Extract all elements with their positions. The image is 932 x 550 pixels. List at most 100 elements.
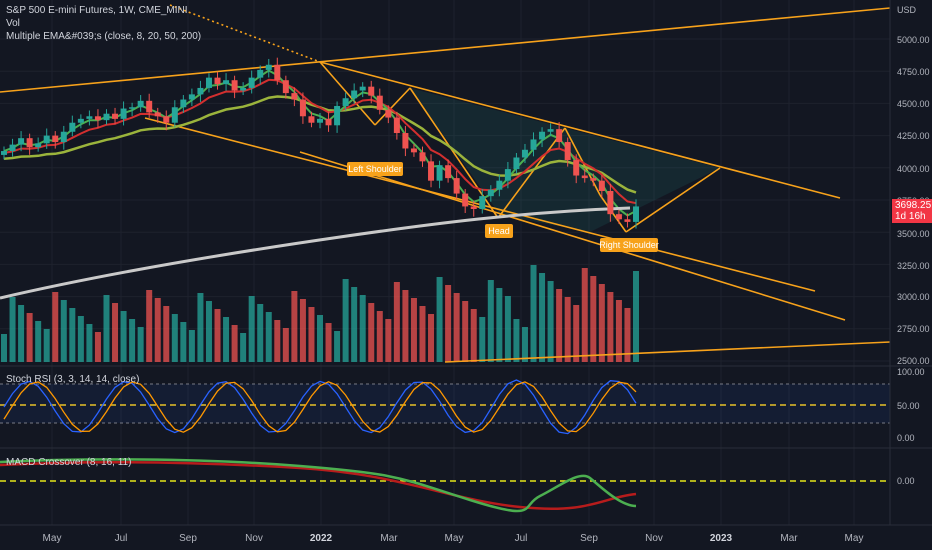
ema-200-line bbox=[0, 206, 631, 300]
candle-body bbox=[513, 157, 520, 170]
price-tick: 2750.00 bbox=[897, 324, 930, 334]
head-label: Head bbox=[488, 226, 510, 236]
price-tick: 2500.00 bbox=[897, 356, 930, 366]
last-price-value: 3698.25 bbox=[895, 200, 932, 211]
candle-body bbox=[539, 131, 546, 140]
candle-body bbox=[257, 69, 264, 78]
head-annotation[interactable]: Head bbox=[485, 224, 513, 238]
candle-body bbox=[60, 131, 67, 143]
volume-bar bbox=[530, 265, 537, 362]
candle-body bbox=[624, 219, 631, 222]
volume-bar bbox=[598, 284, 605, 362]
candle-body bbox=[223, 80, 230, 85]
volume-bar bbox=[52, 292, 59, 362]
candle-body bbox=[436, 165, 443, 181]
time-label: Mar bbox=[380, 533, 398, 544]
candle-body bbox=[86, 116, 93, 119]
volume-bar bbox=[205, 301, 212, 362]
macd-tick: 0.00 bbox=[897, 476, 915, 486]
candle-body bbox=[521, 149, 528, 158]
price-tick: 4000.00 bbox=[897, 164, 930, 174]
candle-body bbox=[43, 135, 50, 144]
candle-body bbox=[282, 80, 289, 94]
candle-body bbox=[462, 193, 469, 207]
volume-bar bbox=[487, 280, 494, 362]
candle-body bbox=[590, 178, 597, 181]
volume-bar bbox=[112, 303, 119, 362]
volume-bar bbox=[154, 298, 161, 362]
candle-body bbox=[633, 206, 639, 222]
volume-bar bbox=[410, 298, 417, 362]
time-label: May bbox=[845, 533, 864, 544]
macd-label[interactable]: MACD Crossover (8, 16, 11) bbox=[6, 457, 132, 468]
candle-body bbox=[445, 165, 452, 179]
axes bbox=[0, 0, 932, 526]
vol-indicator-label[interactable]: Vol bbox=[6, 18, 20, 29]
volume-bar bbox=[265, 312, 272, 362]
candle-body bbox=[368, 86, 375, 96]
last-price-badge: 3698.25 1d 16h bbox=[892, 199, 932, 223]
price-tick: 4250.00 bbox=[897, 131, 930, 141]
volume-bar bbox=[385, 319, 392, 362]
candle-body bbox=[470, 206, 477, 210]
volume-bar bbox=[26, 313, 33, 362]
macd-fast-line bbox=[0, 458, 637, 513]
candle-body bbox=[564, 142, 571, 161]
price-tick: 5000.00 bbox=[897, 35, 930, 45]
candle-body bbox=[359, 86, 366, 91]
volume-bar bbox=[556, 289, 563, 362]
time-label-year: 2023 bbox=[710, 533, 733, 544]
candle-body bbox=[120, 108, 127, 119]
volume-bar bbox=[308, 307, 315, 362]
candle-body bbox=[308, 116, 315, 123]
candle-body bbox=[547, 129, 554, 132]
price-tick: 4750.00 bbox=[897, 67, 930, 77]
time-label: Jul bbox=[515, 533, 528, 544]
candle-body bbox=[188, 94, 195, 100]
candle-body bbox=[393, 117, 400, 134]
stoch-d-line bbox=[3, 381, 637, 433]
volume-bar bbox=[18, 305, 25, 362]
right-shoulder-leg bbox=[625, 167, 721, 233]
volume-bar bbox=[607, 292, 614, 362]
volume-bar bbox=[419, 306, 426, 362]
candle-body bbox=[231, 80, 238, 91]
volume-bar bbox=[504, 296, 511, 362]
ema-indicator-label[interactable]: Multiple EMA&#039;s (close, 8, 20, 50, 2… bbox=[6, 31, 202, 42]
volume-bar bbox=[428, 314, 435, 362]
candlesticks bbox=[1, 57, 639, 229]
candle-body bbox=[69, 122, 76, 132]
candle-body bbox=[26, 138, 33, 148]
trendlines[interactable] bbox=[0, 4, 891, 363]
volume-bar bbox=[325, 323, 332, 362]
candle-body bbox=[410, 148, 417, 153]
left-shoulder-annotation[interactable]: Left Shoulder bbox=[347, 162, 403, 176]
right-shoulder-annotation[interactable]: Right Shoulder bbox=[599, 238, 659, 252]
volume-bar bbox=[368, 303, 375, 362]
candle-body bbox=[103, 113, 110, 121]
volume-bar bbox=[129, 319, 136, 362]
symbol-title[interactable]: S&P 500 E-mini Futures, 1W, CME_MINI bbox=[6, 5, 188, 16]
stoch-tick: 100.00 bbox=[897, 367, 925, 377]
volume-bar bbox=[103, 295, 110, 362]
price-tick: 4500.00 bbox=[897, 99, 930, 109]
volume-bar bbox=[197, 293, 204, 362]
candle-body bbox=[419, 152, 426, 162]
volume-bar bbox=[35, 321, 42, 362]
time-label: Jul bbox=[115, 533, 128, 544]
volume-bar bbox=[479, 317, 486, 362]
candle-body bbox=[453, 178, 460, 194]
volume-bar bbox=[86, 324, 93, 362]
volume-bar bbox=[470, 309, 477, 362]
volume-bar bbox=[282, 328, 289, 362]
volume-bar bbox=[445, 285, 452, 362]
candle-body bbox=[607, 190, 614, 215]
volume-trend-line bbox=[444, 341, 891, 363]
macd-pane bbox=[0, 458, 890, 513]
stoch-k-line bbox=[3, 379, 637, 435]
stoch-rsi-label[interactable]: Stoch RSI (3, 3, 14, 14, close) bbox=[6, 374, 140, 385]
candle-body bbox=[77, 118, 84, 123]
volume-bar bbox=[334, 331, 341, 362]
volume-bar bbox=[633, 271, 639, 362]
